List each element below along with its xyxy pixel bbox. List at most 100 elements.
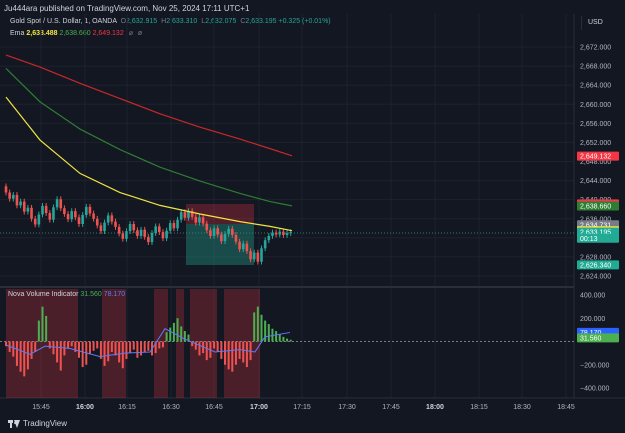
volume-bar	[107, 341, 110, 362]
price-axis[interactable]: 2,672.000 2,668.000 2,664.000 2,660.000 2,65…	[577, 45, 619, 281]
volume-bar	[238, 341, 241, 359]
candle	[147, 236, 150, 243]
price-label-text: 2,626.340	[580, 262, 611, 269]
candle	[227, 228, 230, 235]
candle	[41, 205, 44, 215]
low-label: L	[201, 18, 206, 25]
candles	[4, 183, 292, 265]
volume-bar	[245, 341, 248, 368]
ema-line-2	[5, 68, 293, 207]
candle	[106, 215, 110, 223]
candle	[168, 223, 172, 231]
candle	[271, 232, 274, 236]
candle	[201, 217, 205, 224]
candle	[48, 213, 52, 220]
volume-bar	[187, 334, 190, 342]
volume-bar	[5, 341, 7, 347]
candle	[110, 215, 114, 222]
candle	[190, 211, 194, 217]
volume-bar	[37, 320, 40, 342]
indicator-name[interactable]: Nova Volume Indicator	[8, 291, 79, 298]
candle	[143, 229, 146, 237]
candle	[150, 233, 154, 243]
settings-icon[interactable]: ⌀	[128, 30, 133, 37]
volume-bar	[264, 320, 267, 342]
volume-bar	[19, 341, 22, 372]
volume-bar	[169, 327, 172, 342]
volume-bar	[158, 341, 161, 349]
price-label	[577, 151, 619, 161]
tradingview-logo-icon	[8, 419, 20, 428]
candle	[4, 186, 8, 193]
close-label: C	[240, 18, 246, 25]
candle	[117, 226, 121, 234]
volume-bar	[114, 341, 117, 356]
candle	[30, 207, 33, 219]
candle	[252, 252, 256, 260]
volume-bar	[227, 341, 230, 370]
time-tick-label: 17:45	[382, 404, 400, 411]
volume-bar	[147, 341, 150, 351]
candle	[260, 248, 263, 262]
volume-bar	[41, 306, 44, 342]
candle	[114, 221, 117, 227]
price-label-text: 2,633.195	[580, 230, 611, 237]
indicator-legend: Nova Volume Indicator 31.560 78.170	[8, 291, 125, 298]
time-tick-label: 16:30	[162, 404, 180, 411]
candle	[263, 240, 267, 249]
indicator-axis[interactable]: 400.000200.000−200.000−400.00078.17031.5…	[577, 293, 619, 393]
price-tick-label: 2,648.000	[580, 159, 611, 166]
price-label-text: 2,638.660	[580, 204, 611, 211]
ema-value-3: 2,649.132	[92, 30, 124, 37]
volume-bar	[172, 322, 175, 342]
candle	[285, 233, 289, 235]
footer-bar	[0, 415, 625, 433]
ema-value-2: 2,638.660	[59, 30, 91, 37]
candle	[95, 218, 99, 226]
price-label	[577, 233, 619, 243]
candle	[179, 212, 183, 220]
volume-bar	[242, 341, 245, 363]
volume-bar	[99, 341, 102, 359]
ema-line-3	[5, 54, 293, 157]
volume-bar	[81, 341, 84, 368]
candle	[128, 223, 132, 232]
candle	[44, 205, 48, 214]
volume-bar	[191, 341, 194, 347]
candle	[103, 222, 106, 232]
candle	[154, 226, 157, 234]
volume-bar	[74, 341, 77, 352]
candle	[55, 199, 59, 208]
ema-label[interactable]: Ema	[10, 30, 25, 37]
volume-bar	[260, 314, 263, 342]
brand[interactable]: TradingView	[8, 419, 67, 428]
volume-bar	[34, 341, 37, 352]
candle	[132, 223, 136, 231]
indicator-pane	[0, 289, 574, 398]
candle	[165, 230, 168, 239]
volume-bar	[136, 341, 139, 358]
time-tick-label: 18:15	[470, 404, 488, 411]
visibility-icon[interactable]: ø	[137, 30, 143, 37]
volume-bar	[198, 341, 201, 356]
candle	[209, 230, 212, 236]
candle	[99, 225, 103, 232]
currency-button[interactable]: USD	[581, 16, 619, 30]
candle	[158, 226, 161, 233]
symbol-name[interactable]: Gold Spot / U.S. Dollar, 1, OANDA	[10, 18, 117, 25]
candle	[238, 241, 241, 250]
price-tick-label: 2,628.000	[580, 254, 611, 261]
candle	[136, 230, 139, 236]
time-tick-label: 16:45	[205, 404, 223, 411]
volume-bar	[23, 341, 26, 377]
price-tick-label: 2,636.000	[580, 216, 611, 223]
candle	[12, 194, 15, 199]
volume-bar	[132, 341, 135, 350]
volume-bar	[48, 341, 51, 349]
candle	[278, 231, 282, 235]
volume-bar	[253, 312, 256, 342]
indicator-zone	[224, 289, 260, 398]
time-axis[interactable]: 15:45 16:00 16:15 16:30 16:45 17:00 17:15 17:30…	[32, 404, 575, 411]
volume-bar	[67, 341, 70, 349]
